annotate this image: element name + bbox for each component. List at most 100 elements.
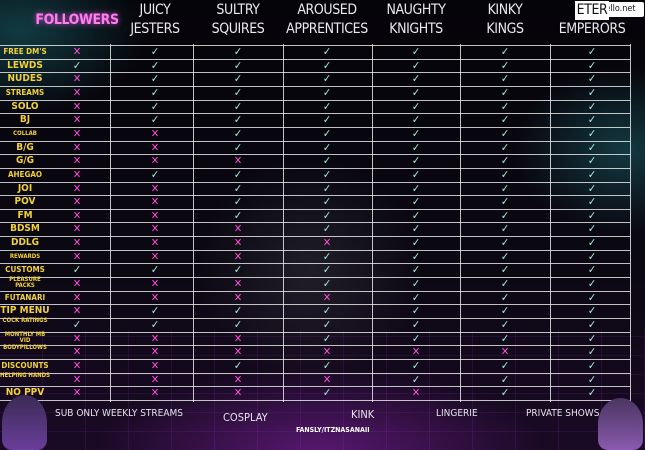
check-icon: ✓ — [322, 72, 332, 85]
check-icon: ✓ — [500, 72, 510, 85]
check-icon: ✓ — [411, 209, 421, 222]
cross-icon: ✕ — [150, 127, 160, 140]
check-icon: ✓ — [411, 291, 421, 304]
check-icon: ✓ — [500, 332, 510, 345]
column-divider — [193, 44, 194, 402]
row-label: MONTHLY MB VID — [4, 331, 46, 344]
cross-icon: ✕ — [72, 250, 82, 263]
check-icon: ✓ — [322, 127, 332, 140]
check-icon: ✓ — [150, 113, 160, 126]
cross-icon: ✕ — [150, 209, 160, 222]
row-label: AHEGAO — [7, 170, 43, 179]
check-icon: ✓ — [233, 127, 243, 140]
row-divider — [0, 86, 630, 87]
check-icon: ✓ — [411, 222, 421, 235]
row-label: STREAMS — [5, 88, 45, 97]
cross-icon: ✕ — [150, 182, 160, 195]
row-divider — [0, 72, 630, 73]
check-icon: ✓ — [587, 222, 597, 235]
check-icon: ✓ — [411, 250, 421, 263]
check-icon: ✓ — [587, 386, 597, 399]
row-divider — [0, 168, 630, 169]
check-icon: ✓ — [322, 359, 332, 372]
row-label: HELPING HANDS — [0, 372, 51, 379]
check-icon: ✓ — [150, 59, 160, 72]
cross-icon: ✕ — [150, 332, 160, 345]
check-icon: ✓ — [411, 263, 421, 276]
model-figure-left — [2, 395, 47, 450]
check-icon: ✓ — [411, 127, 421, 140]
cross-icon: ✕ — [322, 291, 332, 304]
check-icon: ✓ — [322, 386, 332, 399]
header-kinky-kings: KINKY KINGS — [465, 0, 545, 40]
check-icon: ✓ — [500, 277, 510, 290]
header-line2: JESTERS — [130, 21, 180, 37]
header-juicy-jesters: JUICY JESTERS — [115, 0, 195, 40]
check-icon: ✓ — [233, 168, 243, 181]
header-line1: SULTRY — [216, 2, 260, 18]
check-icon: ✓ — [587, 304, 597, 317]
cross-icon: ✕ — [72, 72, 82, 85]
check-icon: ✓ — [411, 45, 421, 58]
check-icon: ✓ — [233, 359, 243, 372]
check-icon: ✓ — [233, 86, 243, 99]
check-icon: ✓ — [322, 332, 332, 345]
cross-icon: ✕ — [72, 154, 82, 167]
row-divider — [0, 277, 630, 278]
header-line1: JUICY — [139, 2, 171, 18]
check-icon: ✓ — [587, 263, 597, 276]
cross-icon: ✕ — [233, 332, 243, 345]
check-icon: ✓ — [500, 263, 510, 276]
footer-sub-only: SUB ONLY — [55, 408, 100, 419]
row-label: FREE DM'S — [3, 47, 47, 56]
cross-icon: ✕ — [72, 304, 82, 317]
row-divider — [0, 141, 630, 142]
check-icon: ✓ — [500, 373, 510, 386]
cross-icon: ✕ — [150, 154, 160, 167]
check-icon: ✓ — [500, 86, 510, 99]
check-icon: ✓ — [322, 304, 332, 317]
check-icon: ✓ — [322, 86, 332, 99]
row-label: NUDES — [7, 73, 43, 84]
row-divider — [0, 182, 630, 183]
header-sultry-squires: SULTRY SQUIRES — [198, 0, 278, 40]
cross-icon: ✕ — [72, 373, 82, 386]
check-icon: ✓ — [500, 154, 510, 167]
row-divider — [0, 113, 630, 114]
footer-cosplay: COSPLAY — [223, 411, 268, 424]
check-icon: ✓ — [500, 222, 510, 235]
cross-icon: ✕ — [150, 277, 160, 290]
row-divider — [0, 359, 630, 360]
footer-lingerie: LINGERIE — [436, 408, 478, 419]
header-line2: SQUIRES — [211, 21, 265, 37]
cross-icon: ✕ — [150, 222, 160, 235]
check-icon: ✓ — [150, 304, 160, 317]
cross-icon: ✕ — [150, 291, 160, 304]
check-icon: ✓ — [500, 209, 510, 222]
neon-grid-floor — [0, 330, 645, 450]
cross-icon: ✕ — [72, 168, 82, 181]
check-icon: ✓ — [150, 45, 160, 58]
cross-icon: ✕ — [322, 373, 332, 386]
check-icon: ✓ — [411, 373, 421, 386]
row-label: TIP MENU — [0, 305, 50, 316]
header-line2: EMPERORS — [558, 21, 626, 37]
cross-icon: ✕ — [72, 141, 82, 154]
cross-icon: ✕ — [233, 386, 243, 399]
check-icon: ✓ — [411, 304, 421, 317]
check-icon: ✓ — [150, 168, 160, 181]
cross-icon: ✕ — [72, 113, 82, 126]
row-label: COCK RATINGS — [2, 317, 48, 324]
check-icon: ✓ — [233, 59, 243, 72]
column-divider — [110, 44, 111, 402]
footer-private-shows: PRIVATE SHOWS — [526, 408, 600, 419]
check-icon: ✓ — [322, 263, 332, 276]
check-icon: ✓ — [411, 236, 421, 249]
check-icon: ✓ — [411, 141, 421, 154]
check-icon: ✓ — [322, 168, 332, 181]
check-icon: ✓ — [411, 86, 421, 99]
check-icon: ✓ — [500, 113, 510, 126]
row-divider — [0, 222, 630, 223]
cross-icon: ✕ — [72, 86, 82, 99]
